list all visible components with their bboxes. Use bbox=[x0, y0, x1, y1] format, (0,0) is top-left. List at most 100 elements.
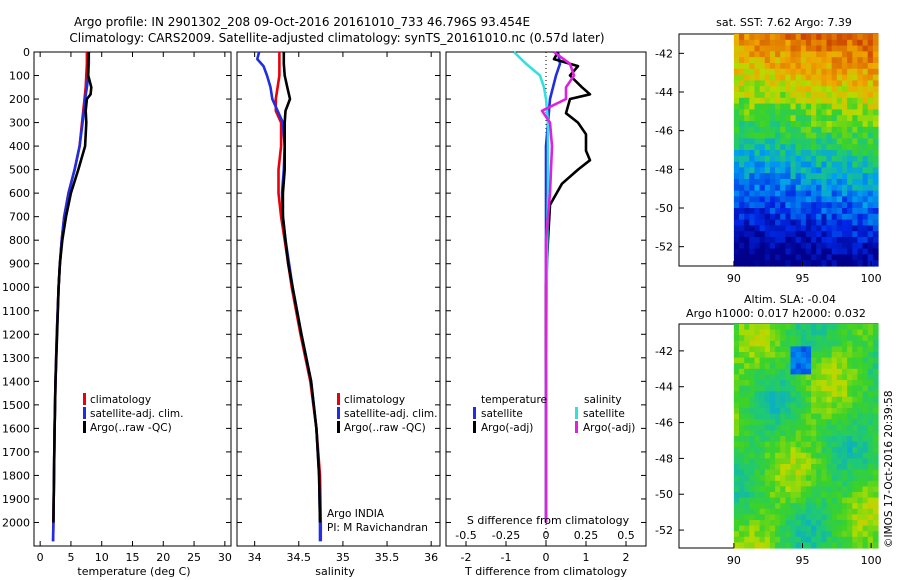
heatmap-cell bbox=[842, 531, 848, 538]
heatmap-cell bbox=[749, 480, 755, 487]
heatmap-cell bbox=[857, 531, 864, 538]
heatmap-cell bbox=[733, 254, 740, 261]
heatmap-cell bbox=[852, 260, 858, 267]
heatmap-cell bbox=[872, 161, 879, 168]
heatmap-cell bbox=[785, 92, 792, 99]
heatmap-cell bbox=[826, 248, 833, 255]
heatmap-cell bbox=[769, 51, 776, 58]
heatmap-cell bbox=[826, 161, 833, 168]
heatmap-cell bbox=[790, 335, 797, 342]
heatmap-cell bbox=[795, 213, 802, 221]
heatmap-cell bbox=[733, 103, 740, 110]
heatmap-cell bbox=[795, 329, 802, 336]
heatmap-cell bbox=[805, 231, 812, 238]
heatmap-cell bbox=[769, 126, 776, 134]
heatmap-cell bbox=[780, 213, 786, 221]
heatmap-cell bbox=[785, 150, 792, 157]
heatmap-cell bbox=[867, 190, 874, 197]
heatmap-cell bbox=[733, 469, 740, 476]
heatmap-cell bbox=[790, 368, 797, 375]
heatmap-cell bbox=[842, 179, 848, 186]
heatmap-cell bbox=[733, 225, 740, 232]
heatmap-cell bbox=[780, 86, 786, 93]
heatmap-cell bbox=[759, 357, 766, 364]
heatmap-cell bbox=[764, 352, 771, 359]
heatmap-cell bbox=[842, 335, 848, 342]
heatmap-cell bbox=[872, 103, 879, 110]
heatmap-cell bbox=[775, 97, 781, 105]
heatmap-cell bbox=[795, 138, 802, 145]
heatmap-cell bbox=[826, 385, 833, 392]
heatmap-cell bbox=[836, 497, 843, 504]
heatmap-cell bbox=[744, 525, 750, 532]
heatmap-cell bbox=[800, 39, 807, 47]
heatmap-cell bbox=[867, 237, 874, 244]
heatmap-cell bbox=[821, 121, 828, 128]
heatmap-cell bbox=[836, 458, 843, 465]
heatmap-cell bbox=[816, 97, 822, 105]
heatmap-cell bbox=[780, 368, 786, 375]
heatmap-cell bbox=[739, 402, 745, 409]
heatmap-cell bbox=[862, 190, 869, 197]
heatmap-cell bbox=[744, 225, 750, 232]
heatmap-cell bbox=[749, 464, 755, 471]
heatmap-cell bbox=[759, 242, 766, 250]
heatmap-cell bbox=[842, 441, 848, 448]
heatmap-cell bbox=[754, 525, 761, 532]
heatmap-cell bbox=[780, 408, 786, 415]
heatmap-cell bbox=[775, 475, 781, 482]
heatmap-cell bbox=[775, 340, 781, 347]
heatmap-cell bbox=[872, 63, 879, 70]
heatmap-cell bbox=[800, 352, 807, 359]
heatmap-cell bbox=[759, 452, 766, 459]
heatmap-cell bbox=[764, 340, 771, 347]
heatmap-cell bbox=[775, 173, 781, 180]
heatmap-cell bbox=[775, 39, 781, 47]
heatmap-cell bbox=[836, 352, 843, 359]
heatmap-cell bbox=[800, 213, 807, 221]
heatmap-cell bbox=[759, 374, 766, 381]
heatmap-cell bbox=[739, 452, 745, 459]
heatmap-cell bbox=[780, 396, 786, 403]
heatmap-cell bbox=[780, 121, 786, 128]
heatmap-cell bbox=[831, 441, 838, 448]
heatmap-cell bbox=[785, 514, 792, 521]
series-line-argo-raw-qc- bbox=[281, 52, 322, 523]
heatmap-cell bbox=[759, 396, 766, 403]
heatmap-cell bbox=[790, 51, 797, 58]
heatmap-cell bbox=[764, 213, 771, 221]
heatmap-cell bbox=[733, 237, 740, 244]
heatmap-cell bbox=[816, 167, 822, 174]
heatmap-cell bbox=[775, 115, 781, 122]
heatmap-cell bbox=[862, 368, 869, 375]
heatmap-cell bbox=[867, 536, 874, 543]
y-tick-label: -52 bbox=[655, 241, 673, 254]
legend-s-argo-label: Argo(-adj) bbox=[583, 422, 635, 434]
heatmap-cell bbox=[744, 63, 750, 70]
heatmap-cell bbox=[811, 225, 817, 232]
heatmap-cell bbox=[744, 542, 750, 549]
heatmap-cell bbox=[852, 374, 858, 381]
heatmap-cell bbox=[775, 190, 781, 197]
heatmap-cell bbox=[872, 45, 879, 52]
heatmap-cell bbox=[759, 469, 766, 476]
legend-t-satellite-swatch bbox=[473, 407, 476, 419]
heatmap-cell bbox=[811, 424, 817, 431]
heatmap-cell bbox=[816, 357, 822, 364]
heatmap-cell bbox=[857, 503, 864, 510]
heatmap-cell bbox=[733, 260, 740, 267]
heatmap-cell bbox=[831, 324, 838, 331]
heatmap-cell bbox=[862, 231, 869, 238]
heatmap-cell bbox=[775, 402, 781, 409]
heatmap-cell bbox=[816, 525, 822, 532]
x-tick-label: 36 bbox=[424, 551, 438, 564]
heatmap-cell bbox=[780, 340, 786, 347]
heatmap-cell bbox=[739, 424, 745, 431]
heatmap-cell bbox=[821, 231, 828, 238]
heatmap-cell bbox=[795, 525, 802, 532]
heatmap-cell bbox=[744, 396, 750, 403]
heatmap-cell bbox=[764, 329, 771, 336]
heatmap-cell bbox=[826, 497, 833, 504]
heatmap-cell bbox=[780, 329, 786, 336]
heatmap-cell bbox=[831, 469, 838, 476]
